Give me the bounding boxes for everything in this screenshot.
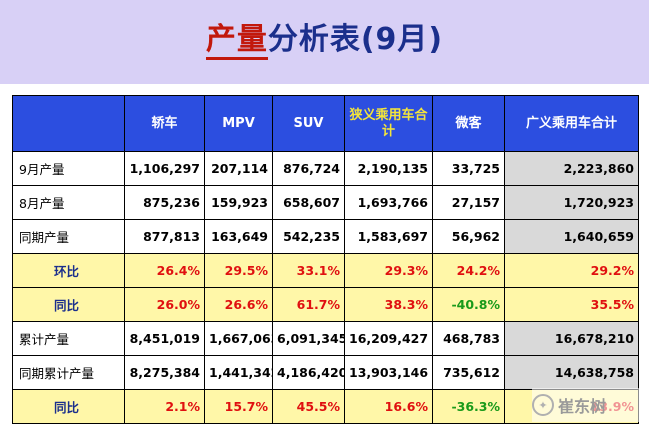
table-cell: 33.1%: [272, 253, 345, 288]
table-cell: 16,209,427: [344, 321, 433, 356]
row-label: 环比: [12, 253, 125, 288]
table-cell: 14,638,758: [504, 355, 639, 390]
table-row: 8月产量 875,236 159,923 658,607 1,693,766 27,157…: [12, 185, 639, 220]
header-cell: 轿车: [124, 95, 205, 152]
table-cell: 1,720,923: [504, 185, 639, 220]
table-cell: 8,451,019: [124, 321, 205, 356]
table-cell: 33,725: [432, 151, 505, 186]
table-cell: 29.5%: [204, 253, 273, 288]
table-cell: 29.2%: [504, 253, 639, 288]
table-cell: 542,235: [272, 219, 345, 254]
watermark-text: 崔东树: [558, 397, 607, 416]
table-cell: 2,223,860: [504, 151, 639, 186]
table-body: 9月产量 1,106,297 207,114 876,724 2,190,135 33,7…: [12, 151, 639, 424]
table-row: 累计产量 8,451,019 1,667,063 6,091,345 16,209,42…: [12, 321, 639, 356]
table-cell: 2,190,135: [344, 151, 433, 186]
row-label: 累计产量: [12, 321, 125, 356]
wechat-icon: ✦: [532, 394, 554, 416]
table-row: 环比 26.4% 29.5% 33.1% 29.3% 24.2% 29.2%: [12, 253, 639, 288]
row-label: 同比: [12, 287, 125, 322]
table-cell: 468,783: [432, 321, 505, 356]
table-cell: 61.7%: [272, 287, 345, 322]
table-cell: 8,275,384: [124, 355, 205, 390]
table-cell: 45.5%: [272, 389, 345, 424]
table-cell: 163,649: [204, 219, 273, 254]
table-row: 9月产量 1,106,297 207,114 876,724 2,190,135 33,7…: [12, 151, 639, 186]
table-cell: 16,678,210: [504, 321, 639, 356]
production-table-wrap: 轿车 MPV SUV 狭义乘用车合计 微客 广义乘用车合计 9月产量 1,106,…: [12, 95, 639, 424]
row-label: 9月产量: [12, 151, 125, 186]
table-cell: 35.5%: [504, 287, 639, 322]
table-cell: 1,667,063: [204, 321, 273, 356]
table-cell: 16.6%: [344, 389, 433, 424]
table-cell: 26.6%: [204, 287, 273, 322]
page-title: 产量分析表(9月): [0, 14, 649, 60]
table-cell: 1,106,297: [124, 151, 205, 186]
title-banner: [0, 0, 649, 84]
table-cell: 6,091,345: [272, 321, 345, 356]
header-cell: [12, 95, 125, 152]
table-cell: 13,903,146: [344, 355, 433, 390]
table-cell: 159,923: [204, 185, 273, 220]
header-cell: SUV: [272, 95, 345, 152]
header-cell: MPV: [204, 95, 273, 152]
table-cell: 26.0%: [124, 287, 205, 322]
table-cell: -40.8%: [432, 287, 505, 322]
title-highlight: 产量: [205, 22, 268, 60]
table-cell: 38.3%: [344, 287, 433, 322]
table-cell: 24.2%: [432, 253, 505, 288]
row-label: 同期产量: [12, 219, 125, 254]
table-cell: 27,157: [432, 185, 505, 220]
header-row: 轿车 MPV SUV 狭义乘用车合计 微客 广义乘用车合计: [12, 95, 639, 152]
table-cell: 1,441,342: [204, 355, 273, 390]
table-cell: 875,236: [124, 185, 205, 220]
table-cell: 735,612: [432, 355, 505, 390]
table-cell: 4,186,420: [272, 355, 345, 390]
table-cell: 29.3%: [344, 253, 433, 288]
table-cell: 56,962: [432, 219, 505, 254]
table-cell: 1,693,766: [344, 185, 433, 220]
row-label: 同比: [12, 389, 125, 424]
table-row: 同期累计产量 8,275,384 1,441,342 4,186,420 13,903,…: [12, 355, 639, 390]
title-rest: 分析表(9月): [267, 22, 444, 57]
table-cell: 1,640,659: [504, 219, 639, 254]
table-cell: 1,583,697: [344, 219, 433, 254]
row-label: 8月产量: [12, 185, 125, 220]
table-cell: 15.7%: [204, 389, 273, 424]
header-cell: 微客: [432, 95, 505, 152]
table-cell: 2.1%: [124, 389, 205, 424]
table-cell: 658,607: [272, 185, 345, 220]
watermark: ✦ 崔东树: [532, 388, 642, 422]
table-cell: 26.4%: [124, 253, 205, 288]
production-table: 轿车 MPV SUV 狭义乘用车合计 微客 广义乘用车合计 9月产量 1,106,…: [12, 95, 639, 424]
table-cell: 877,813: [124, 219, 205, 254]
table-cell: 207,114: [204, 151, 273, 186]
table-cell: -36.3%: [432, 389, 505, 424]
header-cell: 广义乘用车合计: [504, 95, 639, 152]
table-cell: 876,724: [272, 151, 345, 186]
row-label: 同期累计产量: [12, 355, 125, 390]
table-row: 同比 26.0% 26.6% 61.7% 38.3% -40.8% 35.5%: [12, 287, 639, 322]
table-row: 同期产量 877,813 163,649 542,235 1,583,697 56,962…: [12, 219, 639, 254]
header-cell: 狭义乘用车合计: [344, 95, 433, 152]
